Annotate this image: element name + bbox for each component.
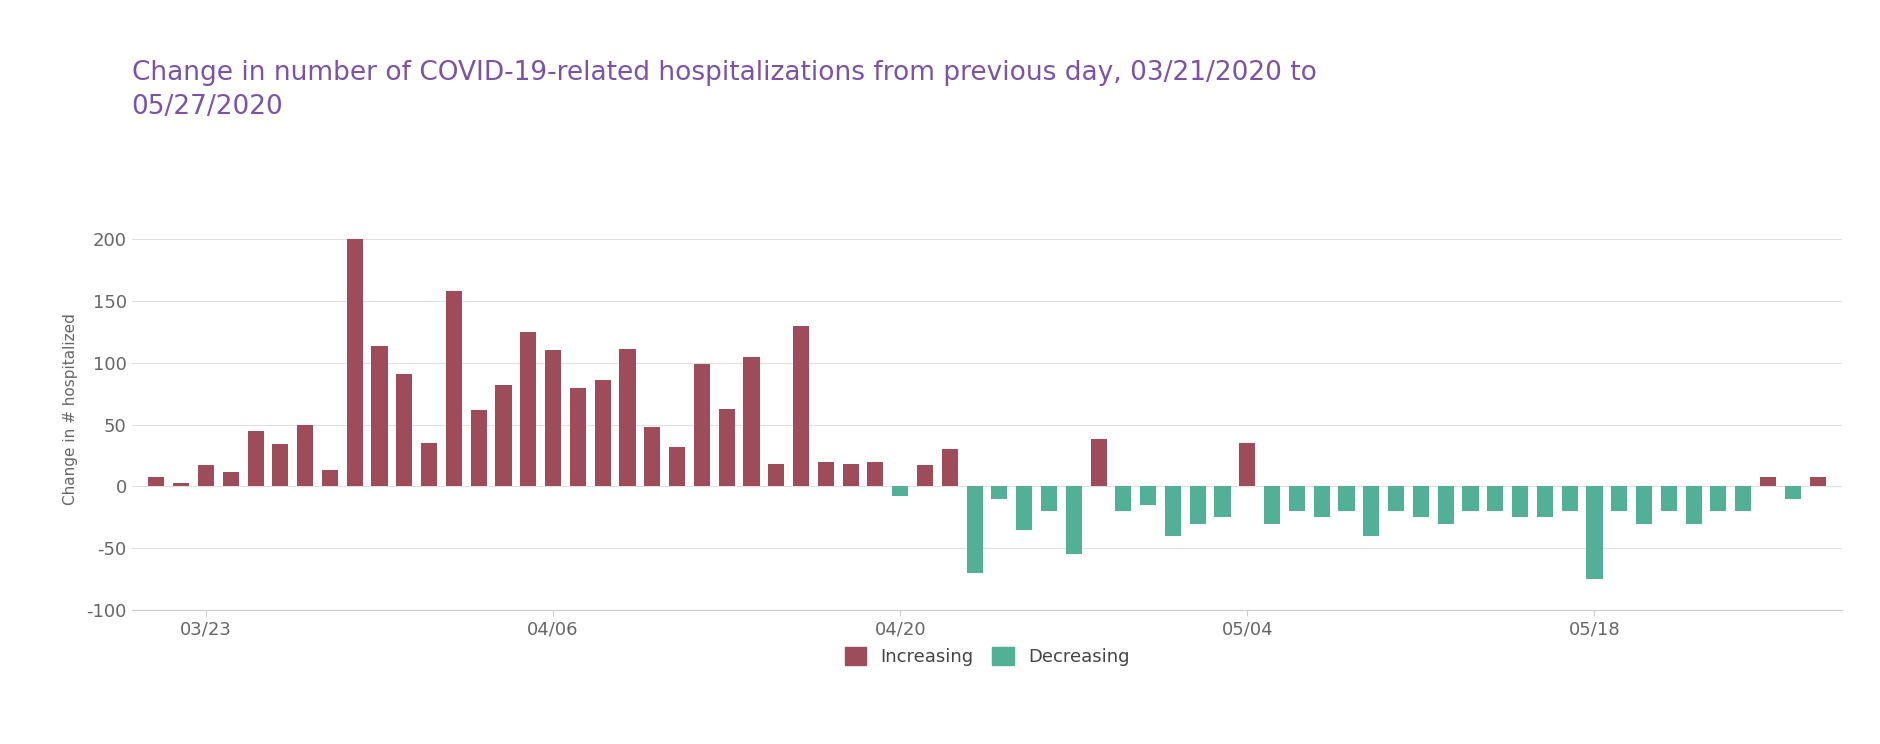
Bar (718, 408, 735, 487)
Bar (966, 487, 983, 573)
Bar (545, 350, 560, 487)
Bar (594, 380, 611, 487)
Bar (1760, 477, 1777, 487)
Bar (1636, 487, 1653, 524)
Bar (743, 356, 760, 487)
Bar (1214, 487, 1231, 517)
Bar (1463, 487, 1478, 511)
Bar (942, 449, 959, 487)
Bar (1166, 487, 1181, 536)
Bar (321, 470, 338, 487)
Bar (297, 425, 314, 487)
Bar (273, 444, 288, 487)
Bar (1711, 487, 1726, 511)
Bar (1263, 487, 1280, 524)
Bar (619, 349, 635, 487)
Bar (346, 240, 363, 487)
Text: Change in number of COVID-19-related hospitalizations from previous day, 03/21/2: Change in number of COVID-19-related hos… (132, 60, 1316, 120)
Bar (570, 388, 587, 487)
Bar (694, 364, 711, 487)
Bar (1190, 487, 1205, 524)
Bar (867, 462, 884, 487)
Bar (421, 443, 438, 487)
Bar (842, 464, 859, 487)
Bar (818, 462, 835, 487)
Bar (446, 291, 462, 487)
Bar (1686, 487, 1701, 524)
Bar (470, 410, 487, 487)
Bar (1660, 487, 1677, 511)
Bar (793, 326, 808, 487)
Bar (917, 466, 932, 487)
Bar (1139, 487, 1156, 505)
Legend: Increasing, Decreasing: Increasing, Decreasing (837, 640, 1137, 673)
Bar (1536, 487, 1553, 517)
Bar (1487, 487, 1504, 511)
Bar (173, 483, 190, 487)
Bar (397, 374, 412, 487)
Bar (1290, 487, 1305, 511)
Bar (669, 447, 684, 487)
Bar (1042, 487, 1057, 511)
Bar (521, 332, 536, 487)
Bar (1239, 443, 1256, 487)
Bar (1363, 487, 1380, 536)
Bar (1784, 487, 1801, 498)
Bar (645, 427, 660, 487)
Bar (1810, 477, 1825, 487)
Bar (197, 466, 214, 487)
Bar (1015, 487, 1032, 530)
Bar (1414, 487, 1429, 517)
Bar (1512, 487, 1528, 517)
Bar (1090, 440, 1107, 487)
Bar (248, 431, 263, 487)
Bar (1314, 487, 1329, 517)
Bar (1587, 487, 1602, 579)
Bar (1387, 487, 1404, 511)
Bar (1066, 487, 1081, 554)
Bar (991, 487, 1008, 498)
Bar (1438, 487, 1453, 524)
Bar (372, 345, 387, 487)
Bar (1735, 487, 1752, 511)
Bar (149, 477, 164, 487)
Y-axis label: Change in # hospitalized: Change in # hospitalized (64, 313, 79, 505)
Bar (1611, 487, 1628, 511)
Bar (893, 487, 908, 496)
Bar (769, 464, 784, 487)
Bar (1339, 487, 1355, 511)
Bar (1115, 487, 1132, 511)
Bar (1562, 487, 1577, 511)
Bar (496, 385, 511, 487)
Bar (222, 472, 239, 487)
